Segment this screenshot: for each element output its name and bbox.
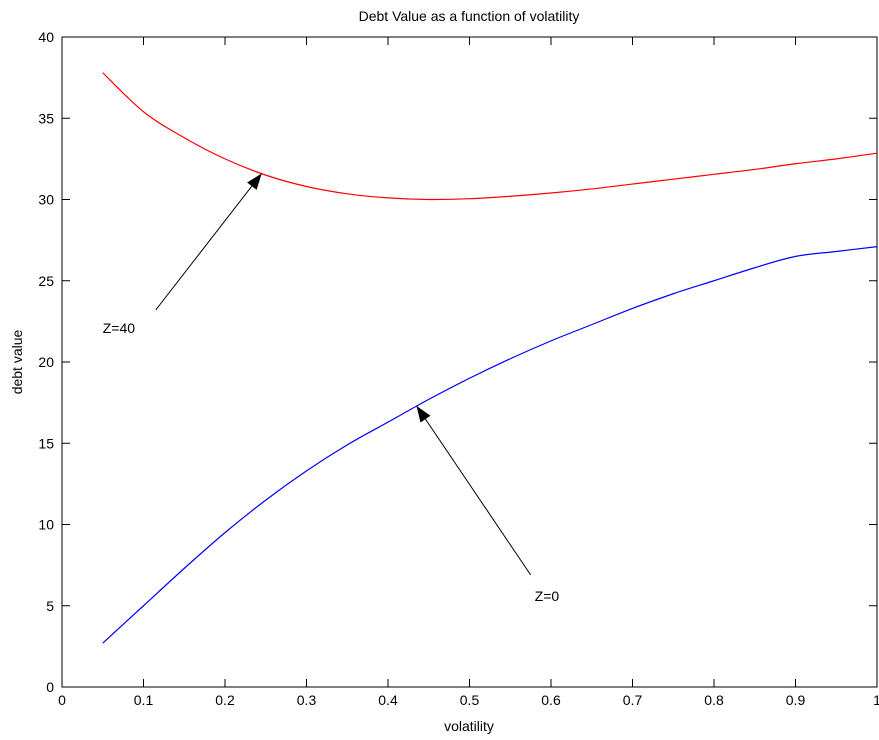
y-tick-label: 25	[38, 273, 54, 289]
series-group	[102, 72, 878, 644]
annotation-arrow-line	[155, 173, 263, 311]
plot-area	[61, 36, 878, 688]
x-tick-label: 0.9	[786, 692, 806, 708]
series-line-z-0	[102, 246, 878, 644]
y-tick-label: 15	[38, 435, 54, 451]
x-tick-label: 0.7	[623, 692, 643, 708]
annotation-arrow-line	[416, 405, 532, 576]
series-line-z-40	[102, 72, 878, 201]
y-tick-label: 30	[38, 192, 54, 208]
y-ticks: 0 5 10 15 20 25 30 35 40	[38, 29, 877, 695]
y-tick-label: 20	[38, 354, 54, 370]
x-axis-label: volatility	[444, 718, 494, 734]
x-tick-label: 0.2	[215, 692, 235, 708]
annotation-arrow-head	[416, 405, 431, 423]
annotation-label: Z=40	[103, 320, 136, 336]
annotation-group: Z=40 Z=0	[103, 173, 560, 604]
x-tick-label: 1	[873, 692, 879, 708]
x-tick-label: 0.6	[541, 692, 561, 708]
x-tick-label: 0.3	[297, 692, 317, 708]
annotation-label: Z=0	[535, 588, 560, 604]
annotation-arrow-head	[247, 173, 262, 190]
y-axis-label: debt value	[9, 329, 25, 394]
y-tick-label: 10	[38, 517, 54, 533]
x-ticks: 0 0.1 0.2 0.3 0.4 0.5 0.6 0.7 0.8 0.9 1	[58, 37, 879, 708]
y-tick-label: 0	[46, 679, 54, 695]
x-tick-label: 0.8	[704, 692, 724, 708]
x-tick-label: 0	[58, 692, 66, 708]
x-tick-label: 0.1	[134, 692, 154, 708]
y-tick-label: 35	[38, 110, 54, 126]
x-tick-label: 0.5	[460, 692, 480, 708]
y-tick-label: 40	[38, 29, 54, 45]
y-tick-label: 5	[46, 598, 54, 614]
chart-title: Debt Value as a function of volatility	[359, 8, 580, 24]
x-tick-label: 0.4	[378, 692, 398, 708]
